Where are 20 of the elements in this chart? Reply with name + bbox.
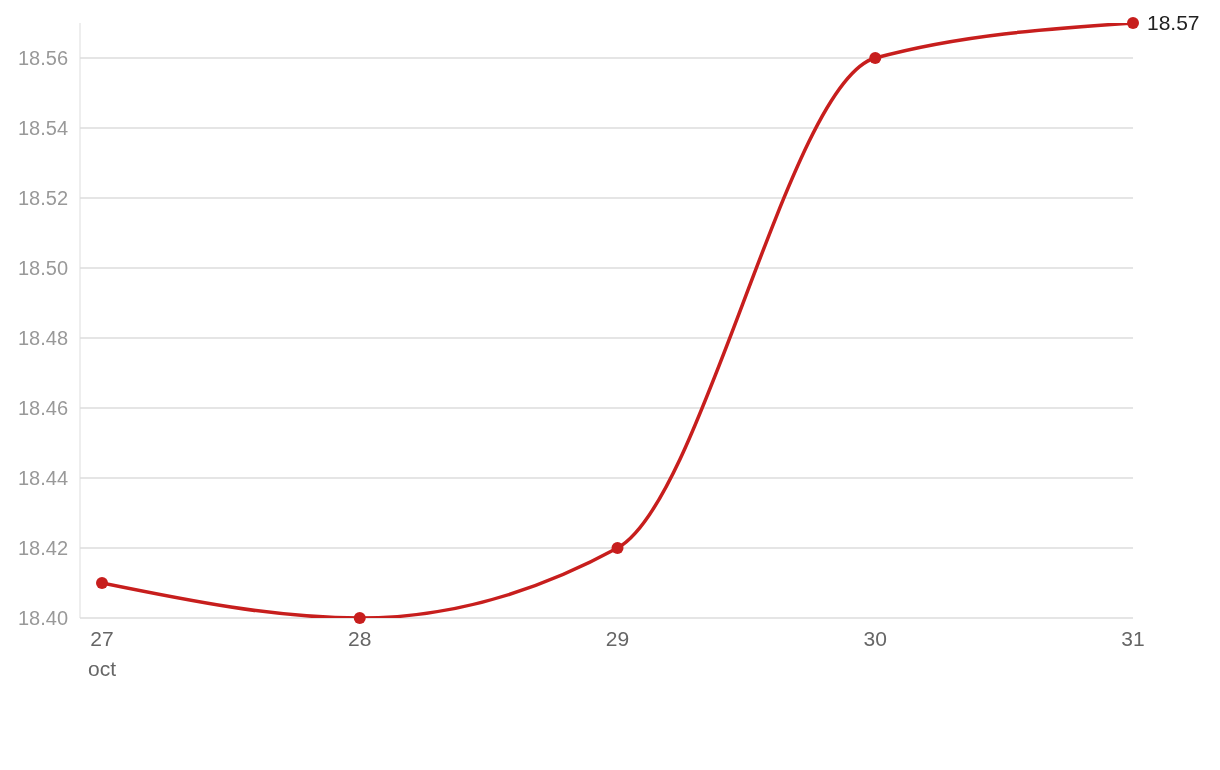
- x-tick-label: 29: [605, 627, 630, 650]
- x-tick-label: 31: [1121, 627, 1145, 650]
- y-tick-label: 18.54: [18, 117, 69, 139]
- y-tick-label: 18.50: [18, 257, 69, 279]
- y-tick-label: 18.48: [18, 327, 69, 349]
- x-tick-label: 27 oct: [87, 627, 117, 680]
- x-tick-label: 30: [863, 627, 887, 650]
- y-tick-label: 18.46: [18, 397, 69, 419]
- y-tick-label: 18.52: [18, 187, 69, 209]
- point: [1127, 17, 1139, 29]
- data-label: 18.57: [1147, 11, 1200, 34]
- point: [353, 612, 366, 624]
- point: [96, 577, 108, 589]
- point: [611, 542, 624, 554]
- point: [869, 52, 882, 64]
- y-tick-label: 18.42: [18, 537, 69, 559]
- y-tick-label: 18.40: [18, 607, 69, 629]
- x-tick-label: 28: [348, 627, 372, 650]
- y-tick-label: 18.56: [18, 47, 69, 69]
- y-tick-label: 18.44: [18, 467, 69, 489]
